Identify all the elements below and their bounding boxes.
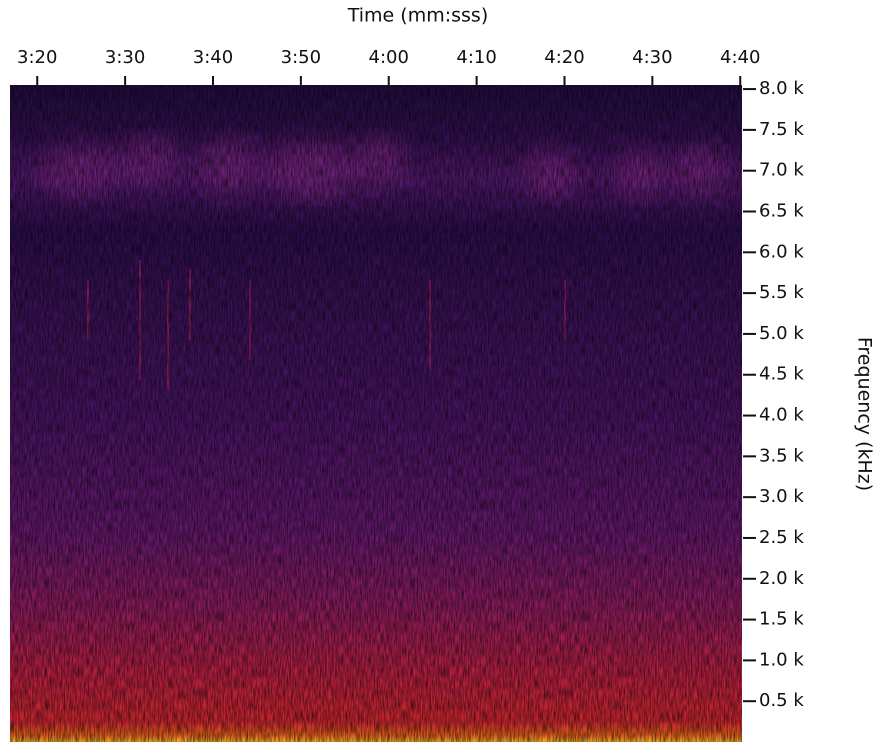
y-tick-label: 3.0 k [759,486,804,507]
y-tick-label: 7.0 k [759,160,804,181]
y-tick-label: 1.5 k [759,609,804,630]
y-tick-label: 3.5 k [759,445,804,466]
spectrogram-image [10,85,742,742]
y-tick-label: 4.5 k [759,364,804,385]
y-tick-label: 6.5 k [759,201,804,222]
y-tick-label: 2.5 k [759,527,804,548]
x-tick-label: 3:20 [17,47,57,68]
y-axis-label: Frequency (kHz) [854,337,876,491]
y-tick-label: 7.5 k [759,119,804,140]
x-tick-label: 3:40 [193,47,233,68]
x-tick-label: 3:30 [105,47,145,68]
x-axis-label: Time (mm:sss) [347,5,488,27]
y-tick-label: 6.0 k [759,241,804,262]
x-tick-label: 3:50 [281,47,321,68]
y-tick-label: 8.0 k [759,78,804,99]
x-tick-label: 4:10 [456,47,496,68]
x-tick-label: 4:00 [369,47,409,68]
y-tick-label: 5.0 k [759,323,804,344]
y-tick-label: 5.5 k [759,282,804,303]
x-tick-label: 4:20 [544,47,584,68]
y-tick-label: 4.0 k [759,405,804,426]
y-tick-label: 1.0 k [759,649,804,670]
y-tick-label: 0.5 k [759,690,804,711]
x-tick-label: 4:30 [632,47,672,68]
y-tick-label: 2.0 k [759,568,804,589]
x-tick-label: 4:40 [720,47,760,68]
